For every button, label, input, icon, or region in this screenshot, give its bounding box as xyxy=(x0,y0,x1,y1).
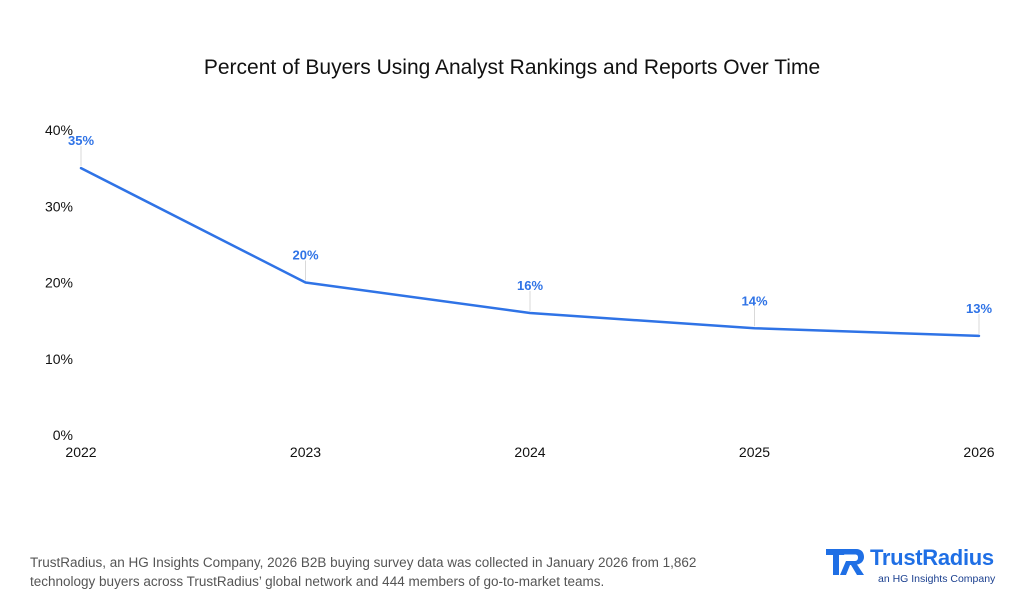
label-leader-lines xyxy=(80,146,980,334)
x-tick-label: 2023 xyxy=(290,444,321,460)
y-axis-ticks: 0% 10% 20% 30% 40% xyxy=(45,122,73,443)
footnote: TrustRadius, an HG Insights Company, 202… xyxy=(30,555,697,589)
x-tick-label: 2022 xyxy=(65,444,96,460)
trustradius-logo-mark-icon xyxy=(826,549,864,575)
data-label: 20% xyxy=(292,248,318,263)
x-tick-label: 2026 xyxy=(963,444,994,460)
chart-title: Percent of Buyers Using Analyst Rankings… xyxy=(203,56,821,79)
y-tick-label: 0% xyxy=(53,427,73,443)
y-tick-label: 20% xyxy=(45,275,73,291)
y-tick-label: 30% xyxy=(45,198,73,214)
series-line xyxy=(79,166,981,338)
logo-tagline: an HG Insights Company xyxy=(878,573,996,585)
x-tick-label: 2024 xyxy=(514,444,545,460)
trustradius-logo: TrustRadius an HG Insights Company xyxy=(824,543,1004,589)
y-tick-label: 10% xyxy=(45,351,73,367)
data-label: 35% xyxy=(68,133,94,148)
data-labels: 35% 20% 16% 14% 13% xyxy=(68,133,992,316)
y-tick-label: 40% xyxy=(45,122,73,138)
data-label: 14% xyxy=(741,293,767,308)
data-label: 16% xyxy=(517,278,543,293)
logo-name: TrustRadius xyxy=(870,545,994,570)
x-axis-ticks: 2022 2023 2024 2025 2026 xyxy=(65,444,994,460)
x-tick-label: 2025 xyxy=(739,444,770,460)
data-label: 13% xyxy=(966,301,992,316)
